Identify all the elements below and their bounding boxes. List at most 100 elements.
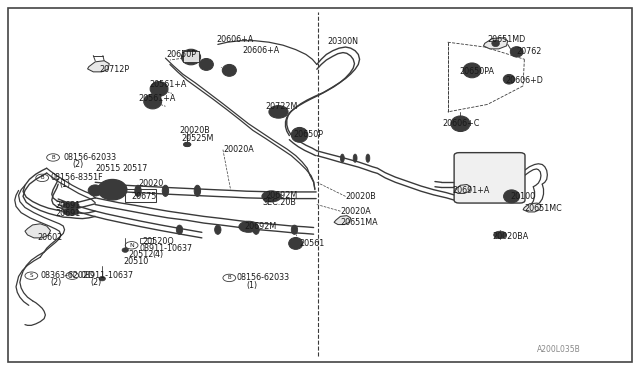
Text: 20651MC: 20651MC [524, 205, 562, 214]
Text: 20606+C: 20606+C [443, 119, 480, 128]
Text: 20675: 20675 [132, 192, 157, 201]
Text: B: B [51, 155, 55, 160]
Text: 20561+A: 20561+A [150, 80, 187, 89]
Ellipse shape [122, 248, 129, 252]
Ellipse shape [508, 193, 515, 199]
Text: A200L035B: A200L035B [537, 345, 581, 354]
Ellipse shape [510, 46, 523, 57]
Text: 20650P: 20650P [293, 129, 323, 139]
Text: B: B [40, 175, 44, 180]
Text: 08911-10637: 08911-10637 [140, 244, 193, 253]
Text: 20606+A: 20606+A [242, 46, 279, 55]
Text: 20606+A: 20606+A [216, 35, 254, 44]
Text: 20602: 20602 [38, 232, 63, 242]
Text: B: B [227, 275, 231, 280]
Ellipse shape [340, 154, 344, 162]
Ellipse shape [291, 225, 298, 234]
Text: 20762: 20762 [516, 47, 542, 56]
Text: 20692M: 20692M [244, 222, 277, 231]
Ellipse shape [457, 121, 465, 127]
Text: 08156-62033: 08156-62033 [63, 153, 116, 162]
Ellipse shape [99, 276, 106, 281]
Text: 20510: 20510 [124, 257, 148, 266]
Ellipse shape [291, 128, 308, 142]
Text: (4): (4) [153, 250, 164, 259]
Text: (1): (1) [246, 281, 258, 290]
Text: 20020: 20020 [138, 179, 163, 187]
Text: 20651MD: 20651MD [487, 35, 525, 44]
Polygon shape [88, 61, 109, 72]
Text: 20525M: 20525M [181, 134, 214, 143]
Text: 20650PA: 20650PA [460, 67, 494, 76]
Ellipse shape [468, 67, 476, 74]
Ellipse shape [514, 49, 519, 54]
Bar [125, 189, 156, 202]
Ellipse shape [269, 106, 288, 118]
Ellipse shape [222, 64, 236, 76]
Polygon shape [454, 185, 470, 193]
Ellipse shape [102, 186, 116, 197]
Circle shape [239, 221, 258, 232]
Polygon shape [483, 38, 508, 49]
Ellipse shape [492, 40, 499, 46]
Ellipse shape [253, 225, 259, 234]
Circle shape [183, 142, 191, 147]
Ellipse shape [353, 154, 357, 162]
Polygon shape [523, 203, 541, 212]
Ellipse shape [144, 94, 162, 109]
Ellipse shape [289, 237, 303, 249]
Text: 20020B: 20020B [346, 192, 376, 201]
Text: 20692M: 20692M [265, 191, 298, 200]
Ellipse shape [156, 86, 163, 92]
Text: 20020A: 20020A [340, 207, 371, 216]
Ellipse shape [98, 180, 127, 200]
Text: 20651MA: 20651MA [340, 218, 378, 227]
Text: 08156-8351F: 08156-8351F [51, 173, 103, 182]
Text: 08156-62033: 08156-62033 [237, 273, 290, 282]
Text: 20020A: 20020A [223, 145, 253, 154]
Text: 20712P: 20712P [100, 65, 130, 74]
Ellipse shape [150, 81, 168, 96]
Text: N: N [129, 243, 134, 248]
Text: 20561+A: 20561+A [138, 94, 175, 103]
Ellipse shape [88, 185, 102, 196]
Text: 08911-10637: 08911-10637 [81, 271, 134, 280]
Ellipse shape [503, 74, 515, 84]
Ellipse shape [214, 225, 221, 234]
Text: 20100: 20100 [510, 192, 536, 201]
Text: 20020BA: 20020BA [492, 231, 529, 241]
Ellipse shape [63, 202, 79, 209]
Bar [182, 51, 199, 62]
Circle shape [493, 231, 506, 238]
Circle shape [262, 191, 281, 202]
Ellipse shape [163, 185, 169, 196]
Ellipse shape [184, 142, 190, 147]
Text: 20722M: 20722M [266, 102, 298, 111]
Polygon shape [334, 216, 351, 225]
Text: 20691: 20691 [55, 201, 80, 210]
Text: SEC.20B: SEC.20B [262, 198, 296, 207]
Text: 20517: 20517 [122, 164, 147, 173]
Text: 20606+D: 20606+D [505, 76, 543, 85]
Text: N: N [70, 273, 75, 278]
Ellipse shape [63, 209, 79, 215]
Text: 20650P: 20650P [167, 50, 196, 59]
Text: 20691: 20691 [55, 209, 80, 218]
Ellipse shape [451, 116, 470, 132]
Text: 20300N: 20300N [328, 37, 358, 46]
Polygon shape [25, 224, 51, 238]
Ellipse shape [504, 190, 520, 203]
Text: 20020B: 20020B [179, 126, 211, 135]
Ellipse shape [463, 63, 481, 78]
Text: (2): (2) [90, 278, 101, 287]
Text: (2): (2) [72, 160, 83, 169]
Text: (1): (1) [60, 180, 70, 189]
Text: 20691+A: 20691+A [453, 186, 490, 195]
Text: 20515: 20515 [95, 164, 120, 173]
FancyBboxPatch shape [454, 153, 525, 203]
Text: (2): (2) [51, 278, 61, 287]
Ellipse shape [176, 225, 182, 234]
Ellipse shape [194, 185, 200, 196]
Text: 08363-6202D: 08363-6202D [40, 271, 95, 280]
Ellipse shape [366, 154, 370, 162]
